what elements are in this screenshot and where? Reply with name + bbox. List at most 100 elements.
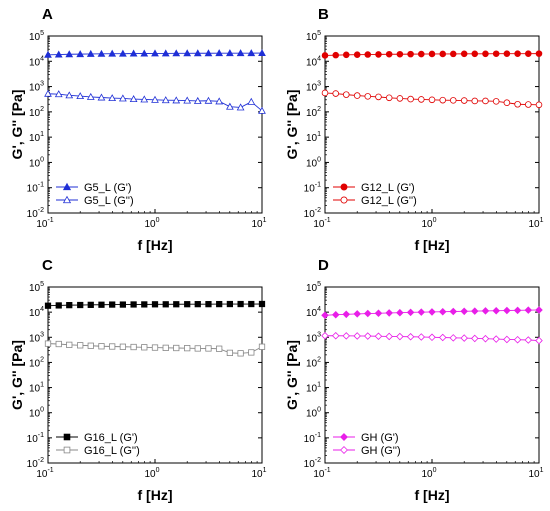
data-point [161,96,170,104]
data-point [151,49,159,57]
y-tick-label: 105 [29,30,44,43]
data-point [258,106,266,114]
data-point [130,301,137,308]
legend-marker [340,196,348,204]
data-point [108,94,117,102]
y-tick-label: 104 [29,55,44,68]
data-point [65,50,74,58]
data-point [331,310,340,319]
data-point [460,97,468,104]
data-point [503,335,511,344]
data-point [385,94,393,102]
data-point [193,96,202,104]
data-point [332,90,340,97]
data-point [374,309,383,318]
legend-marker [63,433,71,441]
data-point [97,49,106,57]
data-point [173,301,180,308]
data-point [407,50,414,58]
data-point [492,306,500,315]
data-point [151,95,159,103]
data-point [396,50,404,58]
data-point [417,308,426,316]
y-tick-label: 103 [306,331,321,344]
y-axis-label: G', G'' [Pa] [9,340,25,410]
data-point [342,91,350,98]
data-point [77,342,84,349]
data-point [363,332,372,340]
data-point [375,51,382,58]
y-tick-label: 100 [29,407,44,420]
data-point [406,332,415,341]
data-point [44,89,52,97]
data-point [248,349,255,356]
legend-label: G16_L (G') [84,432,138,444]
data-point [161,49,170,57]
data-point [76,50,85,58]
data-point [396,332,404,341]
legend-marker [62,195,72,204]
data-point [226,49,234,57]
data-point [258,300,266,308]
legend-marker [340,446,348,454]
data-point [524,336,533,344]
x-tick-label: 100 [421,467,436,480]
data-point [438,307,447,316]
legend-marker [62,182,72,191]
data-point [353,310,361,318]
data-point [44,302,52,309]
series-storage-modulus [321,50,543,59]
x-tick-label: 101 [528,217,543,230]
data-point [172,96,181,104]
data-point [184,301,191,308]
data-point [321,331,329,340]
y-tick-label: 10-2 [27,457,44,470]
data-point [342,332,351,340]
data-point [417,333,426,341]
data-point [97,93,106,101]
data-point [460,334,468,342]
data-point [470,334,479,343]
data-point [247,49,256,57]
data-point [140,49,149,57]
series-storage-modulus [44,49,266,58]
data-point [332,51,340,59]
data-point [205,345,212,352]
y-tick-label: 10-2 [304,207,321,220]
data-point [54,50,63,58]
series-loss-modulus [44,340,266,357]
data-point [141,344,148,351]
y-tick-label: 105 [306,30,321,43]
data-point [406,308,415,317]
x-tick-label: 100 [144,467,159,480]
legend-label: G16_L (G'') [84,445,140,457]
data-point [129,95,138,103]
data-point [525,50,532,57]
data-point [438,333,447,342]
series-storage-modulus [44,300,266,309]
y-tick-label: 102 [29,106,44,119]
data-point [449,50,457,58]
y-tick-label: 101 [29,382,44,395]
data-point [77,301,84,309]
y-tick-label: 105 [306,281,321,294]
data-point [481,334,490,343]
data-point [151,344,159,351]
y-tick-label: 102 [306,106,321,119]
data-point [119,94,127,102]
legend-label: G12_L (G'') [361,195,417,207]
y-tick-label: 10-2 [304,457,321,470]
data-point [418,50,425,58]
data-point [55,340,62,348]
data-point [130,343,137,351]
series-loss-modulus [321,331,543,345]
data-point [321,52,329,59]
data-point [535,306,543,314]
y-tick-label: 101 [29,131,44,144]
y-tick-label: 10-1 [304,182,321,195]
data-point [449,307,458,316]
data-point [184,345,191,352]
data-point [108,49,117,57]
y-tick-label: 104 [306,306,321,319]
y-tick-label: 100 [306,407,321,420]
